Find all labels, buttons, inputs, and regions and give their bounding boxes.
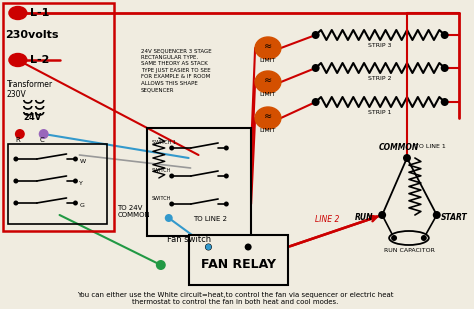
Ellipse shape xyxy=(255,71,281,93)
Text: L-1: L-1 xyxy=(30,8,49,18)
Text: C: C xyxy=(39,137,44,143)
Circle shape xyxy=(224,146,229,150)
Text: ≈: ≈ xyxy=(264,41,272,51)
Text: SWITCH: SWITCH xyxy=(152,168,171,173)
Text: TO LINE 2: TO LINE 2 xyxy=(193,216,228,222)
Text: L-2: L-2 xyxy=(30,55,49,65)
Circle shape xyxy=(246,244,251,249)
Circle shape xyxy=(245,243,252,251)
Bar xyxy=(3,3,114,231)
Text: RUN: RUN xyxy=(355,213,373,222)
Text: LIMIT: LIMIT xyxy=(260,92,276,97)
Ellipse shape xyxy=(389,231,429,245)
Text: START: START xyxy=(441,213,467,222)
Circle shape xyxy=(13,201,18,205)
Circle shape xyxy=(39,129,49,139)
Text: LINE 2: LINE 2 xyxy=(315,215,340,224)
Circle shape xyxy=(13,156,18,162)
Circle shape xyxy=(205,243,212,251)
Circle shape xyxy=(205,244,211,250)
Circle shape xyxy=(378,211,386,219)
Circle shape xyxy=(13,179,18,184)
Text: TO LINE 1: TO LINE 1 xyxy=(415,144,446,149)
Text: Y: Y xyxy=(80,180,83,185)
Bar xyxy=(189,235,288,285)
Text: R: R xyxy=(16,137,20,143)
Circle shape xyxy=(441,31,449,39)
Text: SWITCH: SWITCH xyxy=(152,196,171,201)
Text: STRIP 1: STRIP 1 xyxy=(368,110,392,115)
Circle shape xyxy=(312,98,319,106)
Text: You can either use the White circuit=heat,to control the fan via sequencer or el: You can either use the White circuit=hea… xyxy=(77,292,393,305)
Ellipse shape xyxy=(9,53,27,66)
Circle shape xyxy=(441,98,449,106)
Text: 24V: 24V xyxy=(24,113,42,122)
Circle shape xyxy=(73,201,78,205)
Ellipse shape xyxy=(255,107,281,129)
Text: G: G xyxy=(80,202,84,208)
Circle shape xyxy=(73,156,78,162)
Ellipse shape xyxy=(9,6,27,19)
Ellipse shape xyxy=(255,37,281,59)
Circle shape xyxy=(421,235,427,241)
Text: Transformer
230V: Transformer 230V xyxy=(7,80,53,99)
Bar xyxy=(147,128,251,236)
Circle shape xyxy=(441,64,449,72)
Text: W: W xyxy=(80,159,85,163)
Circle shape xyxy=(73,179,78,184)
Circle shape xyxy=(206,244,211,249)
Circle shape xyxy=(224,201,229,206)
Text: STRIP 2: STRIP 2 xyxy=(368,76,392,81)
Circle shape xyxy=(433,211,441,219)
Text: LIMIT: LIMIT xyxy=(260,58,276,63)
Text: ≈: ≈ xyxy=(264,75,272,85)
Circle shape xyxy=(169,173,174,179)
Circle shape xyxy=(224,173,229,179)
Circle shape xyxy=(403,154,411,162)
Circle shape xyxy=(312,31,319,39)
Text: LIMIT: LIMIT xyxy=(260,128,276,133)
Text: STRIP 3: STRIP 3 xyxy=(368,43,392,48)
Text: 230volts: 230volts xyxy=(5,30,58,40)
Circle shape xyxy=(15,129,25,139)
Text: TO 24V
COMMON: TO 24V COMMON xyxy=(117,205,150,218)
Text: COMMON: COMMON xyxy=(379,143,419,152)
Circle shape xyxy=(391,235,397,241)
Circle shape xyxy=(169,201,174,206)
Text: FAN RELAY: FAN RELAY xyxy=(201,259,276,272)
Text: ≈: ≈ xyxy=(264,111,272,121)
Text: RUN CAPACITOR: RUN CAPACITOR xyxy=(383,248,434,253)
Text: SWITCH 1: SWITCH 1 xyxy=(152,140,176,145)
Circle shape xyxy=(165,214,173,222)
Text: Fan switch: Fan switch xyxy=(167,235,211,244)
Bar xyxy=(8,144,107,224)
Circle shape xyxy=(169,146,174,150)
Text: 24V SEQUENCER 3 STAGE
RECTANGULAR TYPE.
SAME THEORY AS STACK
TYPE JUST EASIER TO: 24V SEQUENCER 3 STAGE RECTANGULAR TYPE. … xyxy=(141,48,211,93)
Circle shape xyxy=(156,260,166,270)
Circle shape xyxy=(312,64,319,72)
